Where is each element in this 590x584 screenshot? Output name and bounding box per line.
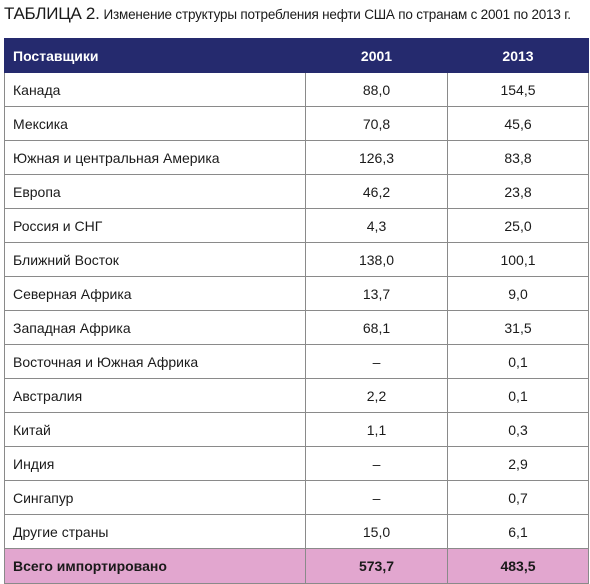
value-2001: 46,2 [305, 174, 448, 209]
supplier-name: Сингапур [4, 480, 306, 515]
supplier-name: Восточная и Южная Африка [4, 344, 306, 379]
table-row: Ближний Восток 138,0 100,1 [4, 242, 589, 277]
value-2001: – [305, 344, 448, 379]
value-2013: 45,6 [447, 106, 589, 141]
table-row: Австралия 2,2 0,1 [4, 378, 589, 413]
oil-suppliers-table: Поставщики 2001 2013 Канада 88,0 154,5 М… [4, 38, 589, 584]
supplier-name: Европа [4, 174, 306, 209]
total-2013: 483,5 [447, 548, 589, 584]
table-row: Мексика 70,8 45,6 [4, 106, 589, 141]
table-caption: ТАБЛИЦА 2. Изменение структуры потреблени… [4, 2, 588, 26]
value-2013: 83,8 [447, 140, 589, 175]
caption-label: ТАБЛИЦА 2. [4, 4, 100, 23]
total-row: Всего импортировано 573,7 483,5 [4, 548, 589, 584]
value-2001: 126,3 [305, 140, 448, 175]
value-2001: 4,3 [305, 208, 448, 243]
header-2001: 2001 [305, 38, 448, 73]
header-2013: 2013 [447, 38, 589, 73]
table-row: Южная и центральная Америка 126,3 83,8 [4, 140, 589, 175]
value-2013: 0,7 [447, 480, 589, 515]
value-2013: 0,1 [447, 344, 589, 379]
value-2013: 0,3 [447, 412, 589, 447]
table-row: Россия и СНГ 4,3 25,0 [4, 208, 589, 243]
supplier-name: Индия [4, 446, 306, 481]
value-2013: 23,8 [447, 174, 589, 209]
table-header-row: Поставщики 2001 2013 [4, 38, 589, 73]
supplier-name: Ближний Восток [4, 242, 306, 277]
value-2013: 100,1 [447, 242, 589, 277]
table-row: Индия – 2,9 [4, 446, 589, 481]
header-suppliers: Поставщики [4, 38, 306, 73]
value-2013: 6,1 [447, 514, 589, 549]
supplier-name: Мексика [4, 106, 306, 141]
supplier-name: Австралия [4, 378, 306, 413]
value-2001: 68,1 [305, 310, 448, 345]
supplier-name: Западная Африка [4, 310, 306, 345]
caption-text: Изменение структуры потребления нефти СШ… [103, 7, 572, 22]
supplier-name: Северная Африка [4, 276, 306, 311]
value-2001: – [305, 446, 448, 481]
value-2001: – [305, 480, 448, 515]
value-2013: 25,0 [447, 208, 589, 243]
table-row: Западная Африка 68,1 31,5 [4, 310, 589, 345]
table-row: Другие страны 15,0 6,1 [4, 514, 589, 549]
value-2001: 2,2 [305, 378, 448, 413]
supplier-name: Другие страны [4, 514, 306, 549]
value-2001: 15,0 [305, 514, 448, 549]
supplier-name: Южная и центральная Америка [4, 140, 306, 175]
value-2001: 88,0 [305, 72, 448, 107]
table-row: Китай 1,1 0,3 [4, 412, 589, 447]
value-2013: 31,5 [447, 310, 589, 345]
value-2013: 0,1 [447, 378, 589, 413]
value-2001: 70,8 [305, 106, 448, 141]
value-2001: 1,1 [305, 412, 448, 447]
total-label: Всего импортировано [4, 548, 306, 584]
total-2001: 573,7 [305, 548, 448, 584]
value-2013: 2,9 [447, 446, 589, 481]
table-row: Сингапур – 0,7 [4, 480, 589, 515]
table-row: Европа 46,2 23,8 [4, 174, 589, 209]
table-row: Северная Африка 13,7 9,0 [4, 276, 589, 311]
value-2001: 138,0 [305, 242, 448, 277]
value-2001: 13,7 [305, 276, 448, 311]
table-row: Канада 88,0 154,5 [4, 72, 589, 107]
value-2013: 154,5 [447, 72, 589, 107]
supplier-name: Китай [4, 412, 306, 447]
value-2013: 9,0 [447, 276, 589, 311]
supplier-name: Россия и СНГ [4, 208, 306, 243]
table-row: Восточная и Южная Африка – 0,1 [4, 344, 589, 379]
supplier-name: Канада [4, 72, 306, 107]
